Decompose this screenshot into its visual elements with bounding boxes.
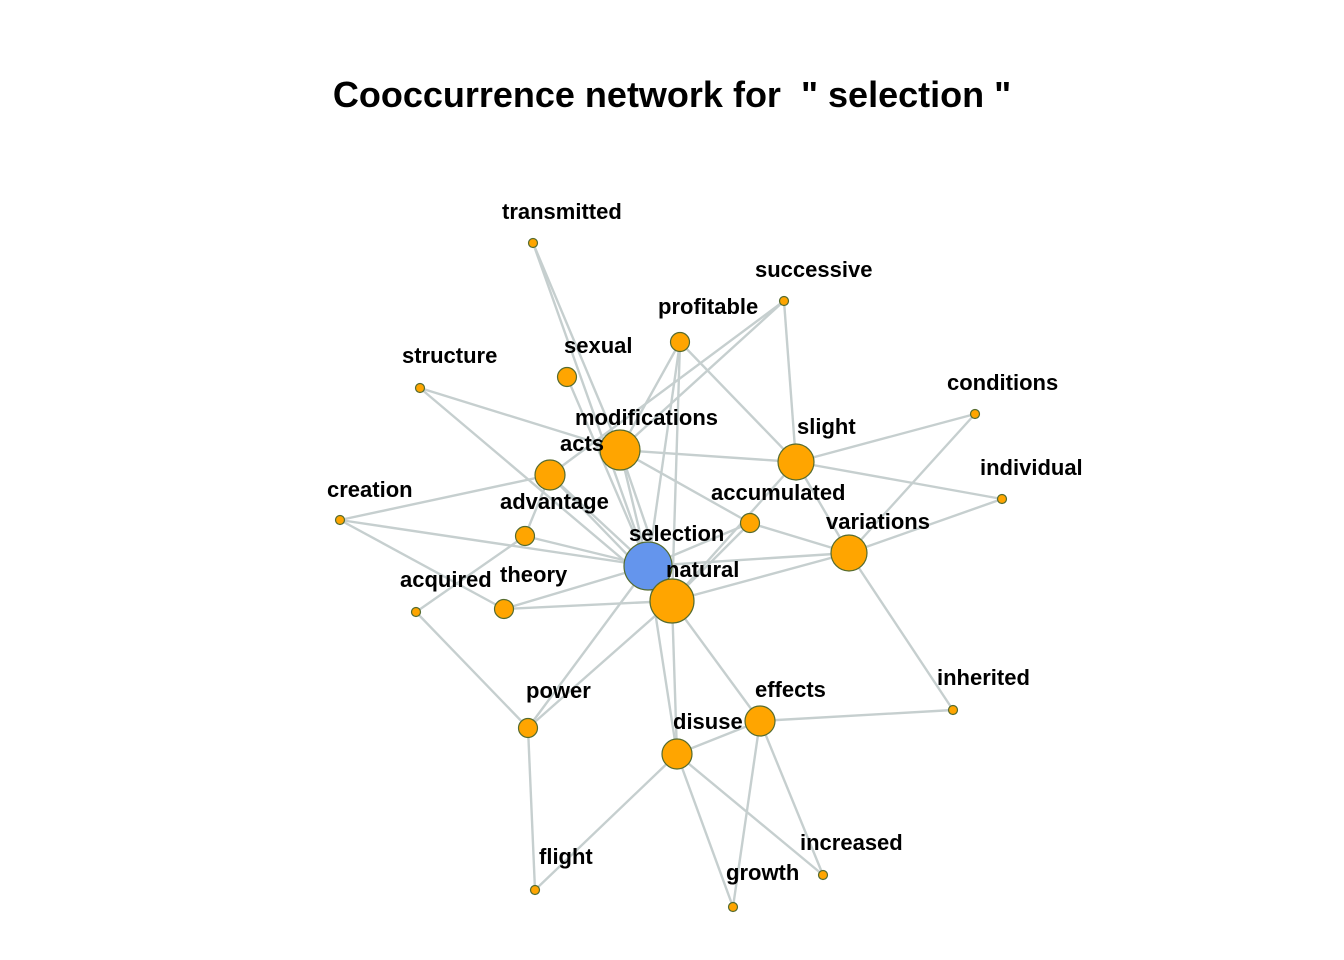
edge-modifications-slight xyxy=(619,448,797,464)
node-label-modifications: modifications xyxy=(575,405,718,430)
node-advantage xyxy=(514,525,536,547)
edge-acts-creation xyxy=(339,473,551,522)
node-acquired xyxy=(410,606,422,618)
edge-slight-individual xyxy=(795,460,1003,501)
node-label-individual: individual xyxy=(980,455,1083,480)
node-label-structure: structure xyxy=(402,343,497,368)
node-acts xyxy=(534,459,566,491)
edge-structure-modifications xyxy=(419,386,621,452)
node-label-acts: acts xyxy=(560,431,604,456)
edge-creation-theory xyxy=(339,518,505,611)
edge-natural-disuse xyxy=(670,600,679,755)
edge-selection-power xyxy=(527,565,649,729)
edge-individual-variations xyxy=(848,497,1003,555)
node-label-sexual: sexual xyxy=(564,333,633,358)
node-disuse xyxy=(661,738,693,770)
node-growth xyxy=(727,901,739,913)
edge-disuse-increased xyxy=(676,753,824,876)
node-modifications xyxy=(599,429,641,471)
edge-variations-natural xyxy=(671,551,850,603)
node-label-creation: creation xyxy=(327,477,413,502)
edge-variations-inherited xyxy=(847,552,955,711)
edge-effects-growth xyxy=(731,720,762,908)
node-label-successive: successive xyxy=(755,257,872,282)
edge-disuse-growth xyxy=(675,753,735,908)
node-label-inherited: inherited xyxy=(937,665,1030,690)
node-label-transmitted: transmitted xyxy=(502,199,622,224)
edge-inherited-effects xyxy=(759,708,954,723)
node-label-profitable: profitable xyxy=(658,294,758,319)
edge-slight-natural xyxy=(671,461,797,602)
edge-natural-power xyxy=(527,600,673,729)
node-accumulated xyxy=(739,512,761,534)
node-increased xyxy=(817,869,829,881)
node-slight xyxy=(777,443,815,481)
page-title: Cooccurrence network for " selection " xyxy=(332,74,1012,115)
node-label-power: power xyxy=(526,678,591,703)
node-label-natural: natural xyxy=(666,557,739,582)
node-profitable xyxy=(669,331,691,353)
node-label-growth: growth xyxy=(726,860,799,885)
node-label-effects: effects xyxy=(755,677,826,702)
node-label-advantage: advantage xyxy=(500,489,609,514)
edge-effects-increased xyxy=(758,720,825,876)
edge-variations-selection xyxy=(647,551,850,568)
labels-layer: transmitted successive profitable structure… xyxy=(327,199,1083,885)
edge-natural-effects xyxy=(671,600,761,722)
node-label-flight: flight xyxy=(539,844,593,869)
node-label-increased: increased xyxy=(800,830,903,855)
node-individual xyxy=(996,493,1008,505)
node-label-selection: selection xyxy=(629,521,724,546)
node-label-variations: variations xyxy=(826,509,930,534)
node-effects xyxy=(744,705,776,737)
edge-successive-modifications xyxy=(619,300,785,451)
node-theory xyxy=(493,598,515,620)
node-power xyxy=(517,717,539,739)
edge-transmitted-selection xyxy=(531,242,650,567)
node-conditions xyxy=(969,408,981,420)
node-structure xyxy=(414,382,426,394)
edge-modifications-accumulated xyxy=(619,448,751,525)
node-label-disuse: disuse xyxy=(673,709,743,734)
node-successive xyxy=(778,295,790,307)
nodes-layer xyxy=(334,237,1008,913)
node-inherited xyxy=(947,704,959,716)
node-label-conditions: conditions xyxy=(947,370,1058,395)
edge-natural-theory xyxy=(503,599,673,611)
node-label-theory: theory xyxy=(500,562,568,587)
edge-creation-selection xyxy=(339,518,649,568)
node-sexual xyxy=(556,366,578,388)
edge-power-flight xyxy=(526,727,537,891)
edge-profitable-slight xyxy=(679,341,797,463)
edge-selection-theory xyxy=(503,564,649,611)
node-creation xyxy=(334,514,346,526)
edge-sexual-selection xyxy=(565,376,650,567)
node-transmitted xyxy=(527,237,539,249)
edge-acquired-power xyxy=(415,611,529,729)
edge-successive-slight xyxy=(782,300,798,463)
edge-conditions-slight xyxy=(795,412,976,464)
edge-advantage-acquired xyxy=(415,535,526,613)
node-label-accumulated: accumulated xyxy=(711,480,846,505)
edge-successive-acts xyxy=(549,300,785,476)
node-natural xyxy=(649,578,695,624)
node-flight xyxy=(529,884,541,896)
node-label-slight: slight xyxy=(797,414,856,439)
edge-profitable-natural xyxy=(670,341,682,602)
node-selection xyxy=(623,541,673,591)
node-variations xyxy=(830,534,868,572)
edge-disuse-flight xyxy=(534,753,678,891)
edge-transmitted-modifications xyxy=(531,242,622,451)
node-label-acquired: acquired xyxy=(400,567,492,592)
